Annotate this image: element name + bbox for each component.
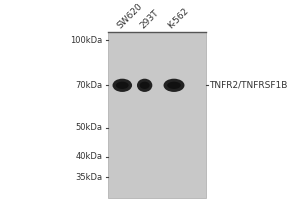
Text: K-562: K-562	[166, 6, 190, 31]
Ellipse shape	[112, 79, 132, 92]
Ellipse shape	[140, 82, 150, 89]
Text: 100kDa: 100kDa	[70, 36, 103, 45]
Text: TNFR2/TNFRSF1B: TNFR2/TNFRSF1B	[209, 81, 287, 90]
Ellipse shape	[164, 79, 184, 92]
Text: SW620: SW620	[116, 2, 145, 31]
Ellipse shape	[137, 79, 152, 92]
Text: 70kDa: 70kDa	[76, 81, 103, 90]
Ellipse shape	[167, 82, 181, 89]
Text: 50kDa: 50kDa	[76, 123, 103, 132]
Text: 293T: 293T	[138, 8, 160, 31]
Text: 35kDa: 35kDa	[76, 173, 103, 182]
Text: 40kDa: 40kDa	[76, 152, 103, 161]
Ellipse shape	[116, 82, 129, 89]
Bar	[108, 32, 206, 198]
